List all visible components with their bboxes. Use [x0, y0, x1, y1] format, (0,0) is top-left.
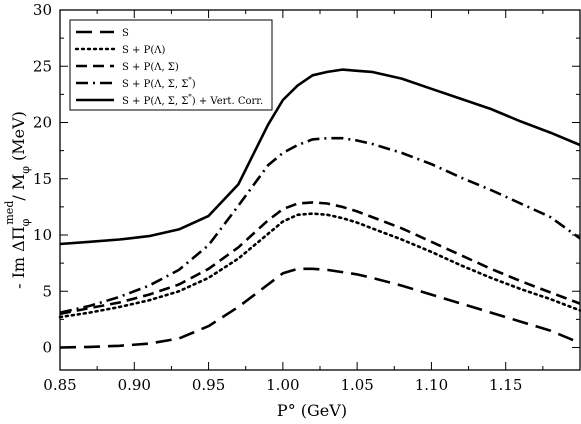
series-lines	[58, 68, 581, 349]
legend-label-0: S	[122, 28, 129, 39]
x-tick-label: 1.15	[489, 376, 522, 394]
x-tick-label: 1.00	[266, 376, 299, 394]
x-tick-label: 0.90	[118, 376, 151, 394]
y-tick-label: 25	[33, 57, 52, 75]
legend-label-4: S + P(Λ, Σ, Σ*) + Vert. Corr.	[122, 93, 263, 107]
x-tick-label: 0.95	[192, 376, 225, 394]
y-tick-label: 10	[33, 226, 52, 244]
y-label-unit: (MeV)	[9, 111, 28, 166]
y-tick-label: 20	[33, 114, 52, 132]
y-tick-label: 15	[33, 170, 52, 188]
legend-label-2: S + P(Λ, Σ)	[122, 62, 179, 73]
series-line-0	[59, 267, 581, 349]
y-label-sub2: φ	[19, 166, 32, 174]
y-tick-label: 5	[42, 282, 52, 300]
x-axis-label: P° (GeV)	[277, 401, 347, 420]
y-axis-label: - Im ΔΠφmed/ Mφ (MeV)	[3, 111, 32, 289]
y-tick-label: 0	[42, 339, 52, 357]
legend-label-3: S + P(Λ, Σ, Σ*)	[122, 76, 196, 90]
axes: 0.85 0.90 0.95 1.00 1.05 1.10 1.15 0 5 10 15 20 25 30	[33, 1, 581, 394]
y-label-prefix: - Im ΔΠ	[9, 226, 28, 289]
legend: S S + P(Λ) S + P(Λ, Σ) S + P(Λ, Σ, Σ*) S + P…	[69, 19, 273, 111]
series-line-3	[59, 136, 581, 314]
y-label-slash: / M	[9, 174, 28, 201]
legend-label-1: S + P(Λ)	[122, 45, 165, 56]
series-line-1	[58, 212, 581, 319]
y-tick-label: 30	[33, 1, 52, 19]
series-line-4	[59, 68, 581, 246]
x-tick-label: 1.05	[340, 376, 373, 394]
x-tick-label: 1.10	[415, 376, 448, 394]
y-label-sup1: med	[3, 201, 16, 225]
series-line-2	[59, 201, 581, 316]
y-label-sub1: φ	[19, 218, 32, 226]
x-tick-label: 0.85	[43, 376, 76, 394]
